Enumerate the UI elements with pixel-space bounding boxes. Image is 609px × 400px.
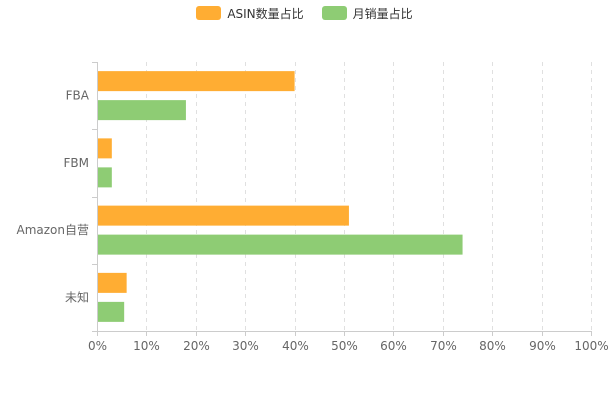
x-tick-label: 40% — [282, 339, 309, 353]
legend-swatch-sales — [321, 6, 347, 20]
x-tick-label: 100% — [574, 339, 608, 353]
legend-swatch-asin — [196, 6, 222, 20]
chart-legend: ASIN数量占比 月销量占比 — [0, 0, 609, 26]
legend-item-asin[interactable]: ASIN数量占比 — [196, 5, 304, 22]
y-tick-label: FBM — [64, 156, 90, 170]
x-tick-label: 0% — [88, 339, 107, 353]
x-tick-label: 20% — [183, 339, 210, 353]
bar — [98, 301, 125, 322]
bar — [98, 71, 295, 92]
bar — [98, 100, 186, 121]
y-tick-label: FBA — [66, 89, 90, 103]
bar — [98, 272, 127, 293]
bar — [98, 167, 112, 188]
bar — [98, 234, 463, 255]
bar — [98, 138, 112, 159]
x-tick-label: 10% — [133, 339, 160, 353]
x-tick-label: 50% — [331, 339, 358, 353]
legend-label-sales: 月销量占比 — [352, 6, 413, 21]
x-tick-label: 30% — [232, 339, 259, 353]
x-tick-label: 90% — [529, 339, 556, 353]
legend-label-asin: ASIN数量占比 — [227, 6, 304, 21]
y-tick-label: Amazon自营 — [17, 223, 90, 237]
y-tick-label: 未知 — [65, 290, 89, 304]
x-tick-label: 70% — [430, 339, 457, 353]
bar — [98, 205, 349, 226]
legend-item-sales[interactable]: 月销量占比 — [321, 5, 413, 22]
x-tick-label: 80% — [479, 339, 506, 353]
x-tick-label: 60% — [380, 339, 407, 353]
